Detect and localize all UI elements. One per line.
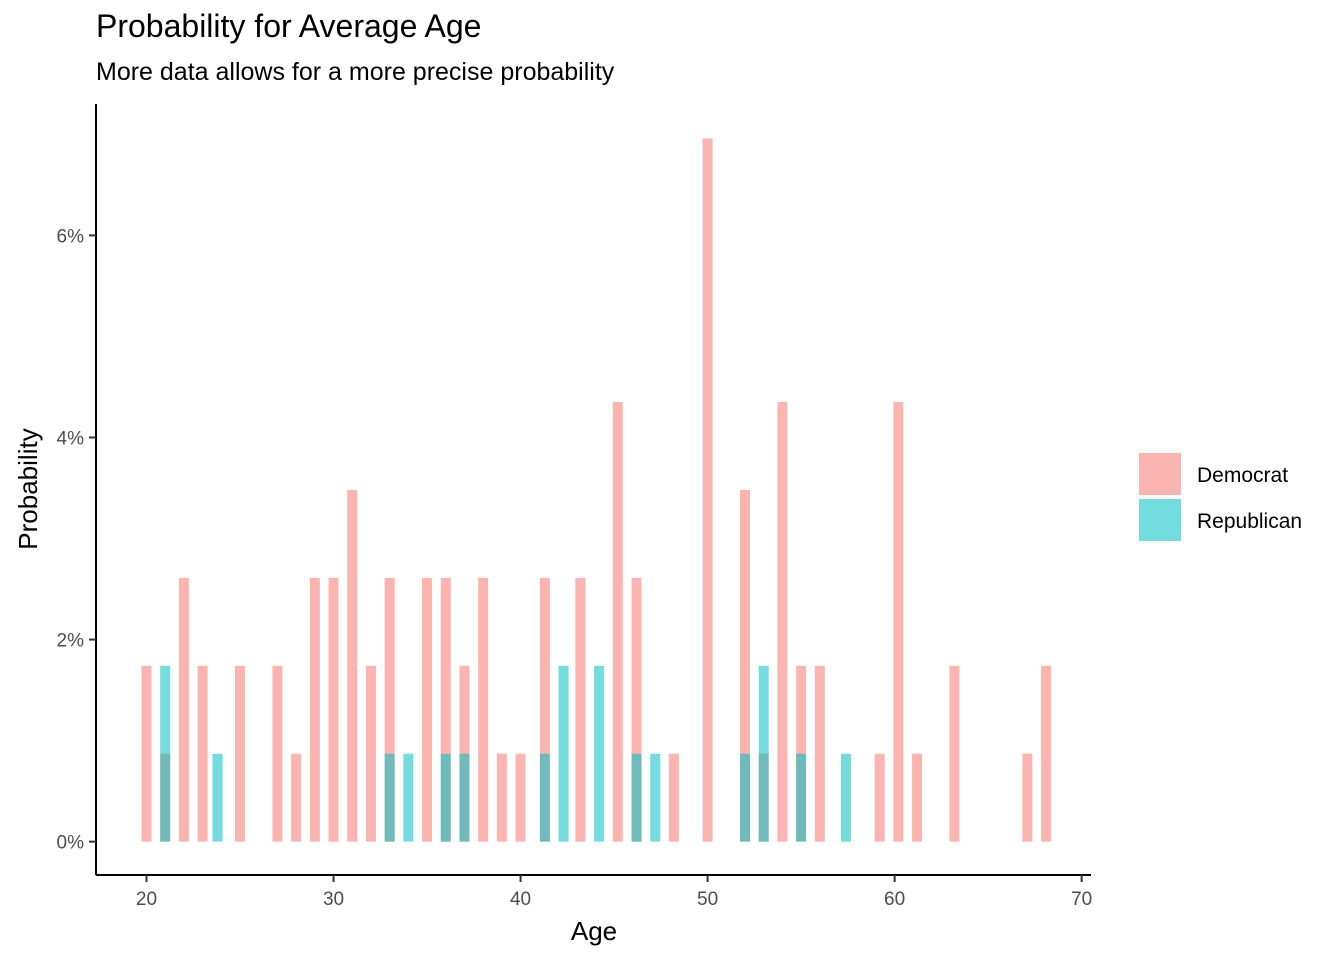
bar-republican-10: [650, 753, 661, 842]
bar-democrat-17: [515, 753, 526, 842]
bar-democrat-15: [478, 577, 489, 842]
bar-democrat-23: [702, 138, 713, 842]
x-tick-label-3: 50: [697, 889, 718, 910]
bar-democrat-16: [496, 753, 507, 842]
bar-democrat-22: [668, 753, 679, 842]
bar-democrat-7: [309, 577, 320, 842]
bar-democrat-18: [539, 577, 550, 842]
bar-democrat-12: [422, 577, 433, 842]
bar-republican-7: [558, 665, 569, 842]
bar-democrat-34: [1041, 665, 1052, 842]
bar-democrat-31: [912, 753, 923, 842]
bar-republican-0: [160, 665, 171, 842]
bar-democrat-2: [178, 577, 189, 842]
legend: Democrat Republican: [1139, 453, 1302, 541]
bar-democrat-6: [291, 753, 302, 842]
bar-democrat-24: [739, 490, 750, 842]
bar-democrat-4: [235, 665, 246, 842]
bar-democrat-3: [197, 665, 208, 842]
bar-democrat-21: [631, 577, 642, 842]
bar-democrat-13: [440, 577, 451, 842]
x-axis-title: Age: [571, 916, 617, 946]
y-tick-label-1: 2%: [57, 631, 85, 652]
bar-democrat-20: [612, 402, 623, 842]
bar-republican-14: [840, 753, 851, 842]
x-tick-label-2: 40: [510, 889, 531, 910]
bar-democrat-19: [575, 577, 586, 842]
bar-republican-2: [384, 753, 395, 842]
chart-title: Probability for Average Age: [96, 8, 482, 44]
bar-republican-6: [539, 753, 550, 842]
bar-democrat-8: [328, 577, 339, 842]
bar-republican-12: [758, 665, 769, 842]
bar-democrat-11: [384, 577, 395, 842]
axes-layer: [95, 104, 1091, 876]
bar-republican-11: [739, 753, 750, 842]
bar-democrat-33: [1022, 753, 1033, 842]
bar-democrat-29: [874, 753, 885, 842]
bars-layer: [141, 138, 1052, 842]
x-tick-label-0: 20: [136, 889, 157, 910]
y-tick-label-2: 4%: [57, 428, 85, 449]
bar-republican-4: [440, 753, 451, 842]
bar-republican-5: [459, 753, 470, 842]
y-axis-title: Probability: [13, 428, 43, 549]
bar-democrat-0: [141, 665, 152, 842]
x-tick-label-5: 70: [1071, 889, 1092, 910]
x-tick-label-4: 60: [884, 889, 905, 910]
ticks-layer: 20 30 40 50 60 70 0% 2% 4% 6%: [57, 226, 1093, 910]
legend-key-republican: [1139, 499, 1181, 541]
bar-democrat-30: [893, 402, 904, 842]
bar-democrat-32: [949, 665, 960, 842]
bar-republican-1: [212, 753, 223, 842]
y-tick-label-3: 6%: [57, 226, 85, 247]
bar-republican-3: [403, 753, 414, 842]
bar-republican-9: [631, 753, 642, 842]
bar-republican-13: [796, 753, 807, 842]
x-tick-label-1: 30: [323, 889, 344, 910]
bar-democrat-9: [347, 490, 358, 842]
bar-democrat-28: [814, 665, 825, 842]
legend-label-republican: Republican: [1197, 510, 1302, 533]
bar-democrat-26: [777, 402, 788, 842]
legend-key-democrat: [1139, 453, 1181, 495]
legend-label-democrat: Democrat: [1197, 464, 1288, 487]
y-tick-label-0: 0%: [57, 833, 85, 854]
bar-republican-8: [594, 665, 605, 842]
bar-democrat-5: [272, 665, 283, 842]
chart-subtitle: More data allows for a more precise prob…: [96, 58, 615, 86]
bar-democrat-10: [365, 665, 376, 842]
